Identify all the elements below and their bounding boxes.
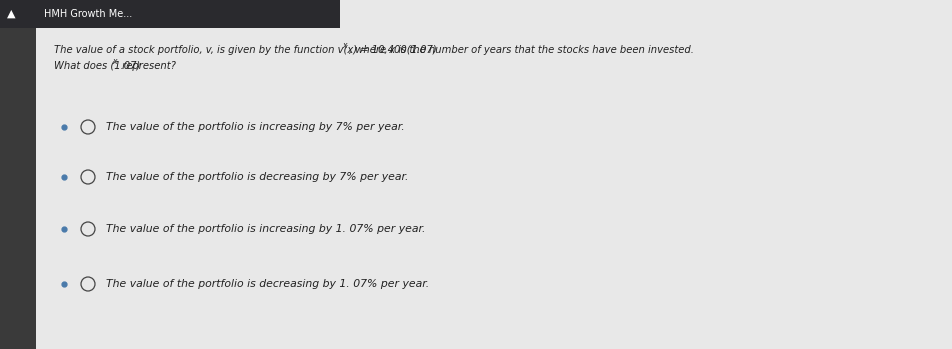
Text: The value of the portfolio is increasing by 7% per year.: The value of the portfolio is increasing… — [106, 122, 405, 132]
Text: x: x — [112, 57, 117, 66]
Text: The value of the portfolio is decreasing by 1. 07% per year.: The value of the portfolio is decreasing… — [106, 279, 429, 289]
Bar — [0, 0, 36, 349]
Bar — [340, 0, 952, 28]
Text: The value of a stock portfolio, v, is given by the function v(x) = 10,400(1.07): The value of a stock portfolio, v, is gi… — [54, 45, 437, 55]
Text: The value of the portfolio is decreasing by 7% per year.: The value of the portfolio is decreasing… — [106, 172, 408, 182]
Text: , where x is the number of years that the stocks have been invested.: , where x is the number of years that th… — [349, 45, 694, 55]
Text: What does (1.07): What does (1.07) — [54, 61, 140, 71]
Bar — [0, 0, 340, 28]
Text: ▲: ▲ — [7, 9, 15, 19]
Text: HMH Growth Me...: HMH Growth Me... — [44, 9, 132, 19]
Text: The value of the portfolio is increasing by 1. 07% per year.: The value of the portfolio is increasing… — [106, 224, 426, 234]
Text: represent?: represent? — [119, 61, 176, 71]
Text: x: x — [343, 40, 347, 50]
